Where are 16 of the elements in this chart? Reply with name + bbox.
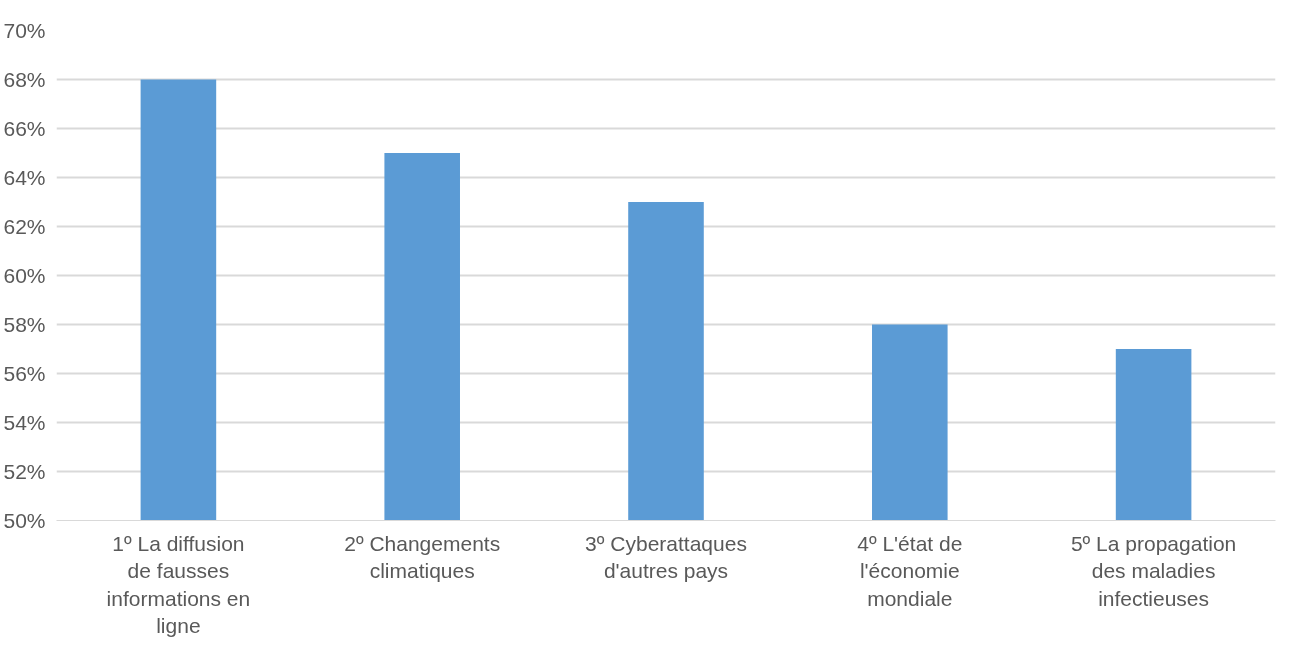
y-tick-label: 52%	[3, 460, 46, 483]
x-tick-label: 3º Cyberattaques d'autres pays	[585, 531, 747, 583]
x-tick-label: 1º La diffusion de fausses informations en ligne	[106, 531, 251, 638]
y-tick-label: 68%	[3, 68, 46, 91]
x-tick-label: 2º Changements climatiques	[344, 531, 501, 583]
y-tick-label: 62%	[3, 215, 46, 238]
y-tick-label: 70%	[3, 19, 46, 42]
y-tick-label: 50%	[3, 509, 46, 532]
y-tick-label: 66%	[3, 117, 46, 140]
y-tick-label: 56%	[3, 362, 46, 385]
y-tick-label: 54%	[3, 411, 46, 434]
y-tick-label: 64%	[3, 166, 46, 189]
y-tick-label: 60%	[3, 264, 46, 287]
y-tick-label: 58%	[3, 313, 46, 336]
x-tick-label: 5º La propagation des maladies infectieuses	[1070, 531, 1237, 610]
x-tick-label: 4º L'état de l'économie mondiale	[857, 531, 963, 610]
